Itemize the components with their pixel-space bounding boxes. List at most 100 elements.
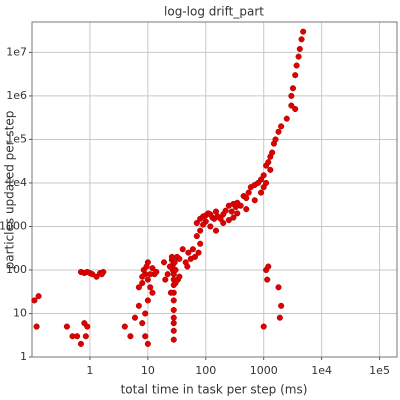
point	[275, 128, 282, 135]
point	[170, 314, 177, 321]
point	[167, 289, 174, 296]
point	[245, 189, 252, 196]
point	[142, 310, 149, 317]
point	[275, 284, 282, 291]
point	[149, 265, 156, 272]
point	[168, 253, 175, 260]
point	[278, 123, 285, 130]
point	[35, 293, 42, 300]
point	[139, 320, 146, 327]
plot-background	[32, 22, 397, 357]
point	[139, 273, 146, 280]
y-tick-label: 1e5	[6, 132, 27, 145]
point	[260, 323, 267, 330]
point	[265, 159, 272, 166]
point	[144, 340, 151, 347]
point	[222, 207, 229, 214]
point	[200, 221, 207, 228]
y-tick-label: 10	[13, 306, 27, 319]
point	[260, 172, 267, 179]
point	[288, 92, 295, 99]
x-tick-label: 1000	[250, 364, 278, 377]
point	[162, 276, 169, 283]
point	[263, 179, 270, 187]
point	[135, 284, 142, 291]
y-tick-label: 1	[20, 350, 27, 363]
point	[176, 255, 183, 262]
point	[147, 271, 154, 278]
point	[193, 233, 200, 240]
point	[33, 323, 40, 330]
x-tick-label: 10	[141, 364, 155, 377]
point	[265, 263, 272, 270]
point	[296, 45, 303, 53]
point	[131, 314, 139, 321]
x-tick-label: 1e5	[369, 364, 390, 377]
point	[193, 219, 200, 227]
point	[153, 268, 160, 276]
point	[144, 276, 151, 283]
y-axis-label: particles updated per step	[3, 111, 17, 270]
point	[289, 85, 297, 92]
point	[143, 263, 150, 270]
x-tick-label: 1	[86, 364, 93, 377]
point	[292, 72, 299, 79]
x-axis-label: total time in task per step (ms)	[121, 383, 308, 397]
plot-area: 1 10 100 1000 1e4 1e5 1 10 100 1000 1e4 1e5 1e6 1e7	[0, 21, 398, 377]
point	[276, 314, 283, 321]
point	[170, 297, 177, 304]
point	[230, 214, 237, 221]
point	[228, 208, 235, 215]
point	[31, 297, 38, 304]
point	[171, 259, 178, 266]
point	[243, 206, 250, 213]
point	[127, 333, 134, 340]
point	[98, 271, 105, 278]
point	[212, 227, 220, 234]
point	[74, 333, 81, 340]
point	[170, 336, 177, 343]
point	[269, 149, 276, 156]
point	[176, 273, 183, 280]
point	[258, 189, 265, 196]
point	[121, 323, 128, 330]
y-tick-label: 100	[6, 263, 27, 276]
chart-title: log-log drift_part	[164, 5, 264, 19]
point	[172, 266, 179, 274]
y-tick-label: 1e4	[6, 176, 27, 189]
point	[170, 320, 177, 327]
point	[295, 53, 302, 60]
y-tick-label: 1e7	[6, 45, 27, 58]
point	[243, 194, 250, 202]
point	[278, 302, 285, 309]
point	[63, 323, 70, 330]
x-tick-label: 1e4	[311, 364, 332, 377]
point	[84, 323, 91, 330]
point	[220, 219, 227, 227]
point	[207, 223, 214, 230]
point	[288, 102, 295, 109]
point	[77, 340, 85, 347]
point	[292, 105, 299, 113]
point	[93, 273, 100, 280]
point	[264, 276, 271, 283]
point	[234, 210, 241, 217]
point	[166, 263, 173, 270]
point	[197, 227, 204, 234]
point	[179, 246, 186, 253]
point	[298, 36, 305, 43]
y-tick-label: 1000	[0, 219, 27, 232]
point	[82, 333, 89, 340]
plot-border	[31, 21, 398, 358]
point	[283, 115, 290, 122]
point	[189, 246, 196, 253]
point	[170, 327, 177, 334]
point	[160, 259, 168, 266]
point	[225, 217, 232, 224]
x-tick-label: 100	[195, 364, 216, 377]
point	[197, 240, 204, 247]
point	[142, 333, 149, 340]
point	[164, 271, 171, 278]
point	[293, 62, 300, 69]
